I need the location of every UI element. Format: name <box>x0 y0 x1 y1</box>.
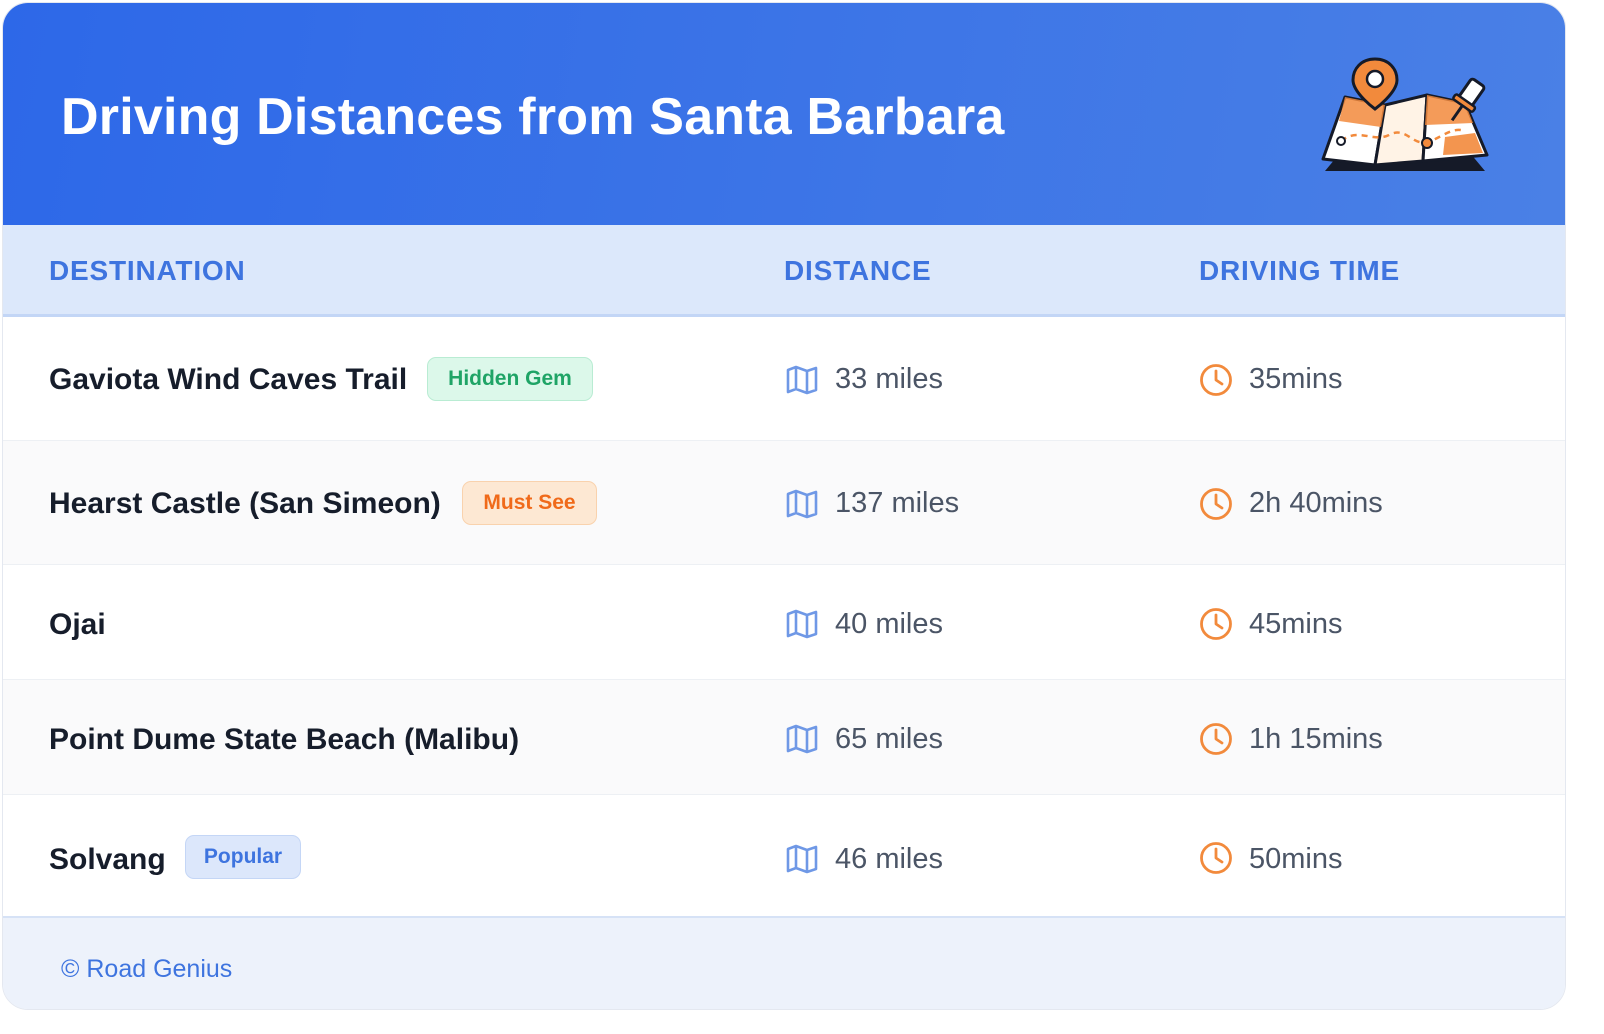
column-header-destination: DESTINATION <box>49 255 246 286</box>
driving-time-value: 2h 40mins <box>1249 487 1383 519</box>
destination-name: Gaviota Wind Caves Trail <box>49 363 408 396</box>
badge-popular: Popular <box>185 835 301 879</box>
table-row: Ojai 40 miles 45mins <box>3 565 1565 680</box>
destination-name: Point Dume State Beach (Malibu) <box>49 723 520 756</box>
clock-icon <box>1200 842 1232 874</box>
badge-must-see: Must See <box>462 481 597 525</box>
clock-icon <box>1200 608 1232 640</box>
map-icon <box>786 724 818 754</box>
driving-time-value: 45mins <box>1249 608 1343 640</box>
clock-icon <box>1200 364 1232 396</box>
table-header: DESTINATION DISTANCE DRIVING TIME <box>3 225 1565 317</box>
driving-time-value: 35mins <box>1249 363 1343 395</box>
destination-name: Hearst Castle (San Simeon) <box>49 487 441 520</box>
destination-name: Solvang <box>49 843 166 876</box>
driving-time-value: 1h 15mins <box>1249 723 1383 755</box>
distance-card: Driving Distances from Santa Barbara <box>2 2 1566 1010</box>
table-row: Gaviota Wind Caves Trail Hidden Gem 33 m… <box>3 317 1565 441</box>
column-header-driving-time: DRIVING TIME <box>1199 255 1400 286</box>
map-icon <box>786 844 818 874</box>
map-icon <box>786 365 818 395</box>
distance-value: 40 miles <box>835 608 943 640</box>
clock-icon <box>1200 723 1232 755</box>
distance-value: 137 miles <box>835 487 960 519</box>
column-header-distance: DISTANCE <box>784 255 932 286</box>
table-row: Point Dume State Beach (Malibu) 65 miles… <box>3 680 1565 795</box>
distance-value: 33 miles <box>835 363 943 395</box>
distance-value: 46 miles <box>835 843 943 875</box>
destination-name: Ojai <box>49 608 106 641</box>
clock-icon <box>1200 488 1232 520</box>
header-banner: Driving Distances from Santa Barbara <box>3 3 1565 225</box>
table-row: Solvang Popular 46 miles 50mins <box>3 795 1565 916</box>
map-icon <box>786 489 818 519</box>
folded-map-with-pins-icon <box>1321 57 1489 171</box>
page-title: Driving Distances from Santa Barbara <box>61 88 1005 146</box>
footer-credit: © Road Genius <box>61 955 233 983</box>
badge-hidden-gem: Hidden Gem <box>427 357 593 401</box>
distance-value: 65 miles <box>835 723 943 755</box>
table-row: Hearst Castle (San Simeon) Must See 137 … <box>3 441 1565 565</box>
footer: © Road Genius <box>3 916 1565 1009</box>
driving-time-value: 50mins <box>1249 843 1343 875</box>
map-icon <box>786 609 818 639</box>
